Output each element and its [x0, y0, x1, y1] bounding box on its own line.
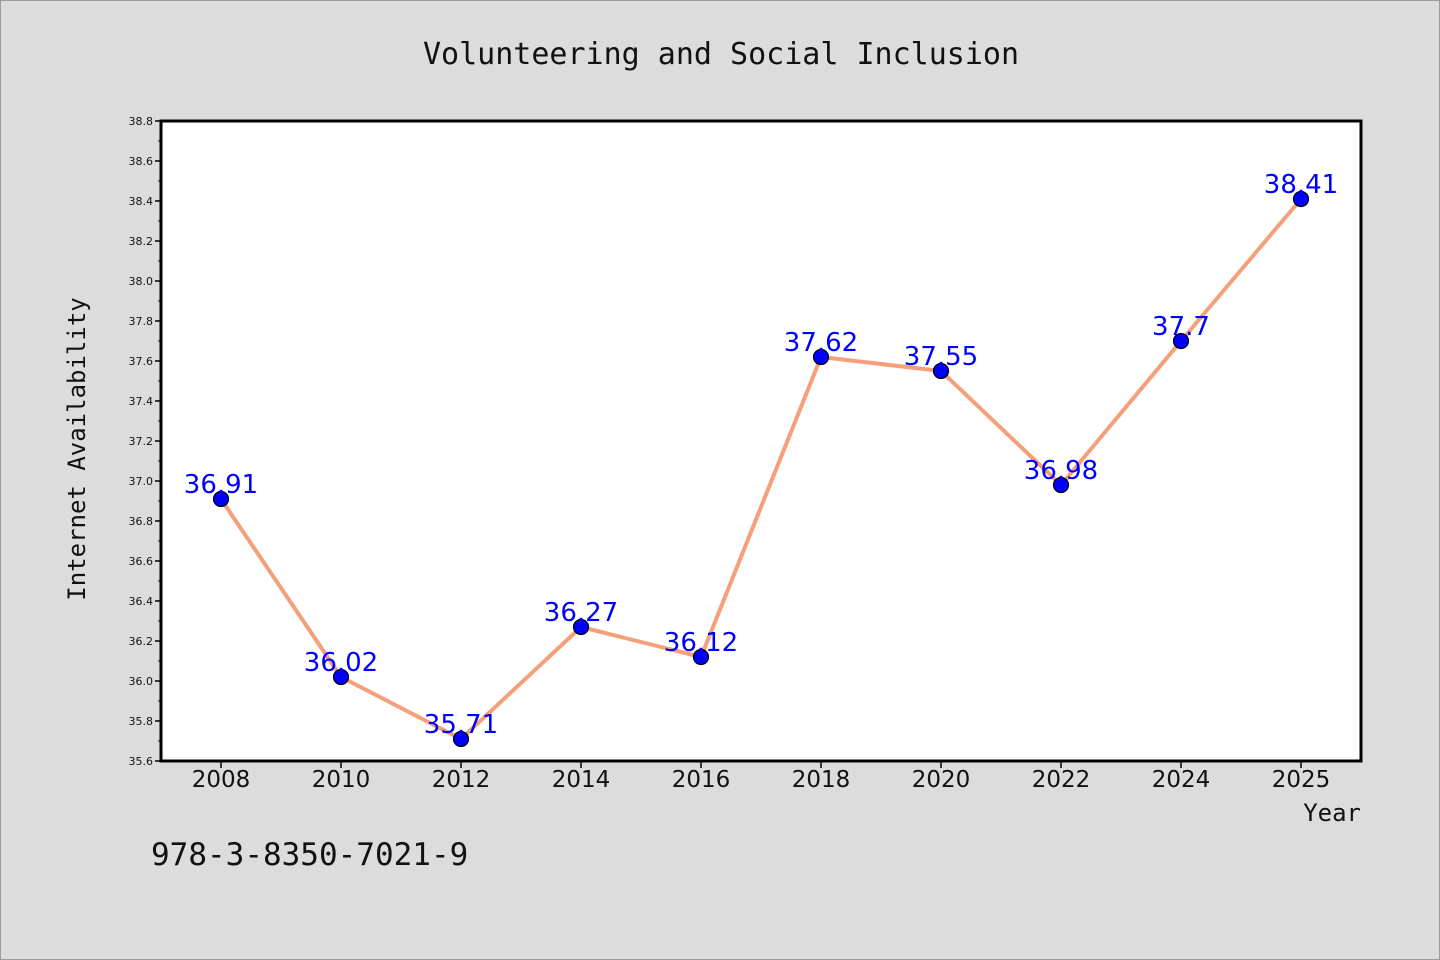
plot-area: [159, 119, 1363, 763]
data-point-marker: [1292, 190, 1310, 208]
data-label: 37.55: [904, 342, 978, 372]
data-point-marker: [932, 362, 950, 380]
chart-title: Volunteering and Social Inclusion: [423, 37, 1019, 72]
data-point-marker: [452, 730, 470, 748]
y-tick-label: 37.0: [129, 475, 154, 488]
data-label: 36.12: [664, 628, 738, 658]
data-point-marker: [1052, 476, 1070, 494]
y-tick-label: 38.6: [129, 155, 154, 168]
x-tick-label: 2010: [312, 767, 371, 793]
x-axis: 2008 2010 2012 2014 2016 2018 2020 2022 2024 2025: [192, 761, 1331, 793]
data-point-marker: [812, 348, 830, 366]
x-tick-label: 2012: [432, 767, 491, 793]
y-tick-label: 38.8: [129, 115, 154, 128]
y-tick-label: 38.4: [129, 195, 154, 208]
data-point-marker: [572, 618, 590, 636]
y-tick-label: 37.2: [129, 435, 154, 448]
y-axis-label: Internet Availability: [63, 297, 91, 600]
y-tick-label: 36.4: [129, 595, 154, 608]
x-tick-label: 2016: [672, 767, 731, 793]
data-label: 35.71: [424, 710, 498, 740]
data-point-marker: [212, 490, 230, 508]
y-tick-label: 37.6: [129, 355, 154, 368]
y-tick-label: 36.6: [129, 555, 154, 568]
series-line-group: [212, 190, 1310, 748]
x-tick-label: 2025: [1272, 767, 1331, 793]
y-tick-label: 35.6: [129, 755, 154, 768]
data-label: 37.7: [1152, 312, 1210, 342]
y-tick-label: 36.8: [129, 515, 154, 528]
data-point-marker: [692, 648, 710, 666]
data-label: 36.02: [304, 648, 378, 678]
series-line: [219, 197, 1303, 741]
footer-id-text: 978-3-8350-7021-9: [151, 837, 468, 873]
data-label: 36.27: [544, 598, 618, 628]
data-label: 36.98: [1024, 456, 1098, 486]
data-label: 37.62: [784, 328, 858, 358]
x-tick-label: 2024: [1152, 767, 1211, 793]
y-tick-label: 38.0: [129, 275, 154, 288]
y-tick-label: 35.8: [129, 715, 154, 728]
y-tick-label: 38.2: [129, 235, 154, 248]
y-tick-label: 37.4: [129, 395, 154, 408]
x-tick-label: 2014: [552, 767, 611, 793]
data-label: 38.41: [1264, 170, 1338, 200]
y-tick-label: 36.2: [129, 635, 154, 648]
data-point-marker: [332, 668, 350, 686]
x-tick-label: 2018: [792, 767, 851, 793]
y-tick-label: 36.0: [129, 675, 154, 688]
data-label: 36.91: [184, 470, 258, 500]
y-tick-label: 37.8: [129, 315, 154, 328]
data-label-group: 36.91 36.02 35.71 36.27 36.12 37.62 37.55 36.98…: [184, 170, 1338, 740]
data-point-marker: [1172, 332, 1190, 350]
x-tick-label: 2022: [1032, 767, 1091, 793]
y-axis: 35.6 35.8 36.0 36.2 36.4 36.6 36.8 37.0 37.2 37.4…: [129, 115, 161, 768]
x-axis-label: Year: [1303, 799, 1361, 827]
x-tick-label: 2020: [912, 767, 971, 793]
x-tick-label: 2008: [192, 767, 251, 793]
